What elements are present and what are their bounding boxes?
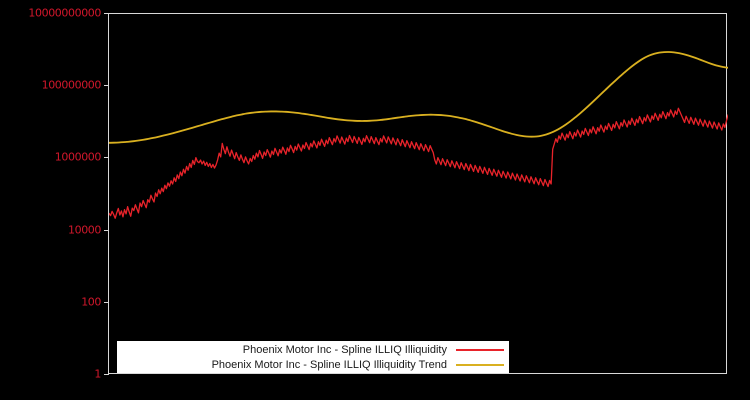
series-line-trend	[109, 51, 728, 144]
y-axis-tick-mark	[104, 230, 109, 231]
y-axis-tick-mark	[104, 157, 109, 158]
legend-swatch-illiquidity	[456, 348, 504, 351]
y-axis-tick-mark	[104, 374, 109, 375]
legend-swatch-illiquidity-trend	[456, 363, 504, 366]
y-axis-tick-label: 1	[94, 367, 101, 381]
legend-item-illiquidity-trend: Phoenix Motor Inc - Spline ILLIQ Illiqui…	[118, 357, 508, 372]
y-axis: 10000000000 100000000 1000000 10000 100 1	[0, 8, 109, 380]
chart-legend: Phoenix Motor Inc - Spline ILLIQ Illiqui…	[117, 341, 509, 373]
plot-svg	[109, 51, 728, 219]
legend-label-illiquidity-trend: Phoenix Motor Inc - Spline ILLIQ Illiqui…	[211, 358, 447, 371]
y-axis-tick-mark	[104, 85, 109, 86]
y-axis-tick-label: 100	[81, 295, 101, 309]
legend-item-illiquidity: Phoenix Motor Inc - Spline ILLIQ Illiqui…	[118, 342, 508, 357]
y-axis-tick-label: 100000000	[41, 78, 102, 92]
series-line-illiquidity	[109, 107, 728, 219]
plot-area	[108, 13, 728, 374]
legend-label-illiquidity: Phoenix Motor Inc - Spline ILLIQ Illiqui…	[242, 343, 447, 356]
y-axis-tick-label: 1000000	[54, 150, 102, 164]
y-axis-tick-label: 10000	[68, 223, 101, 237]
y-axis-tick-mark	[104, 302, 109, 303]
y-axis-tick-mark	[104, 13, 109, 14]
y-axis-tick-label: 10000000000	[28, 6, 101, 20]
